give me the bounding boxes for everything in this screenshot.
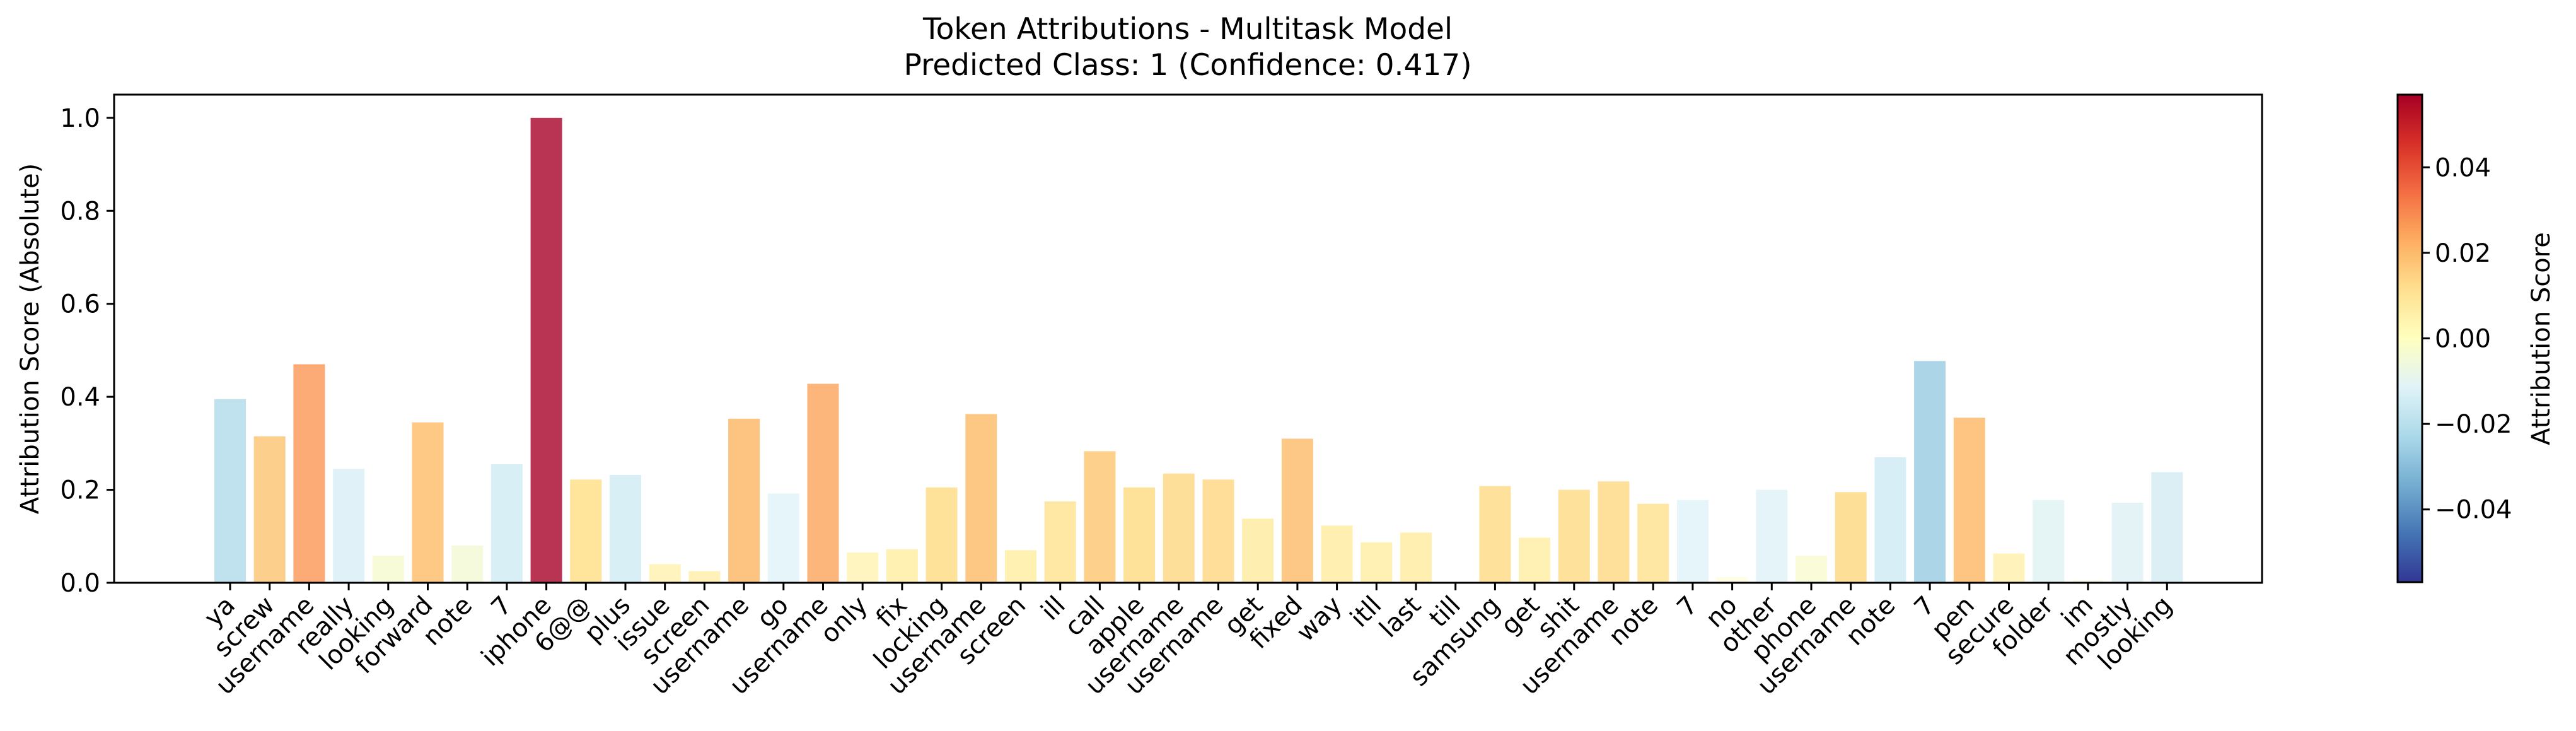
bar: [2033, 500, 2065, 583]
bar: [1005, 550, 1036, 583]
bar: [807, 383, 839, 583]
bar: [412, 422, 444, 583]
y-tick-label: 0.2: [60, 476, 100, 505]
bar: [253, 436, 286, 583]
y-tick-label: 1.0: [60, 104, 100, 133]
bar: [1756, 489, 1788, 583]
bar: [925, 487, 958, 583]
plot-frame: [113, 93, 2263, 584]
bar: [333, 469, 365, 583]
bar: [1479, 486, 1511, 583]
x-tick-label: only: [815, 591, 873, 649]
bar: [214, 399, 246, 583]
colorbar-tick-label: 0.04: [2435, 153, 2491, 182]
x-tick-label: get: [1495, 591, 1545, 641]
colorbar-tick-label: 0.00: [2435, 325, 2491, 354]
bar: [1874, 457, 1906, 583]
bar: [530, 117, 562, 583]
bar: [1637, 503, 1669, 583]
bar: [1084, 451, 1116, 583]
bar: [728, 418, 760, 583]
bar: [1281, 438, 1313, 583]
bar: [1242, 518, 1274, 583]
bars-group: [214, 117, 2183, 583]
bar: [1123, 487, 1156, 583]
bar: [1676, 500, 1709, 583]
bar: [2072, 580, 2104, 583]
bar: [1400, 532, 1432, 583]
y-tick-group: 0.0 0.2 0.4 0.6 0.8 1.0: [60, 104, 114, 598]
bar: [1202, 479, 1234, 583]
colorbar-tick-label: −0.04: [2435, 496, 2512, 525]
colorbar-tick-label: 0.02: [2435, 239, 2491, 268]
y-tick-label: 0.6: [60, 290, 100, 319]
x-tick-label: last: [1374, 591, 1427, 644]
bar: [570, 479, 602, 583]
bar: [1993, 553, 2025, 583]
bar: [1044, 501, 1076, 583]
bar: [2111, 503, 2144, 583]
x-tick-label: 7: [1671, 591, 1703, 623]
colorbar: [2396, 93, 2423, 583]
bar: [1558, 489, 1590, 583]
bar: [610, 474, 641, 583]
bar: [1361, 542, 1393, 583]
y-tick-label: 0.0: [60, 569, 100, 598]
chart-title: Token Attributions - Multitask Model: [922, 12, 1453, 47]
y-axis-label: Attribution Score (Absolute): [16, 163, 45, 514]
bar: [965, 414, 997, 583]
y-tick-label: 0.8: [60, 197, 100, 226]
bar: [886, 549, 918, 583]
bar: [1914, 361, 1946, 583]
bar: [847, 553, 879, 583]
y-tick-label: 0.4: [60, 383, 100, 412]
bar: [767, 493, 799, 583]
bar: [1953, 418, 1985, 583]
colorbar-tick-label: −0.02: [2435, 410, 2512, 439]
bar: [1321, 525, 1353, 583]
bar: [1716, 577, 1748, 583]
bar: [2151, 472, 2183, 583]
bar: [1163, 473, 1195, 583]
x-tick-label: way: [1291, 591, 1348, 648]
bar: [1598, 481, 1630, 583]
bar: [490, 464, 523, 583]
bar: [688, 571, 721, 583]
bar: [1835, 492, 1867, 583]
colorbar-tick-group: −0.04 −0.02 0.00 0.02 0.04: [2422, 153, 2512, 525]
bar: [372, 556, 404, 583]
bar: [649, 564, 681, 583]
bar: [293, 364, 325, 583]
chart-subtitle: Predicted Class: 1 (Confidence: 0.417): [903, 48, 1471, 83]
colorbar-label: Attribution Score: [2527, 232, 2556, 445]
bar: [1519, 537, 1551, 583]
bar: [451, 546, 484, 583]
bar: [1796, 556, 1827, 583]
